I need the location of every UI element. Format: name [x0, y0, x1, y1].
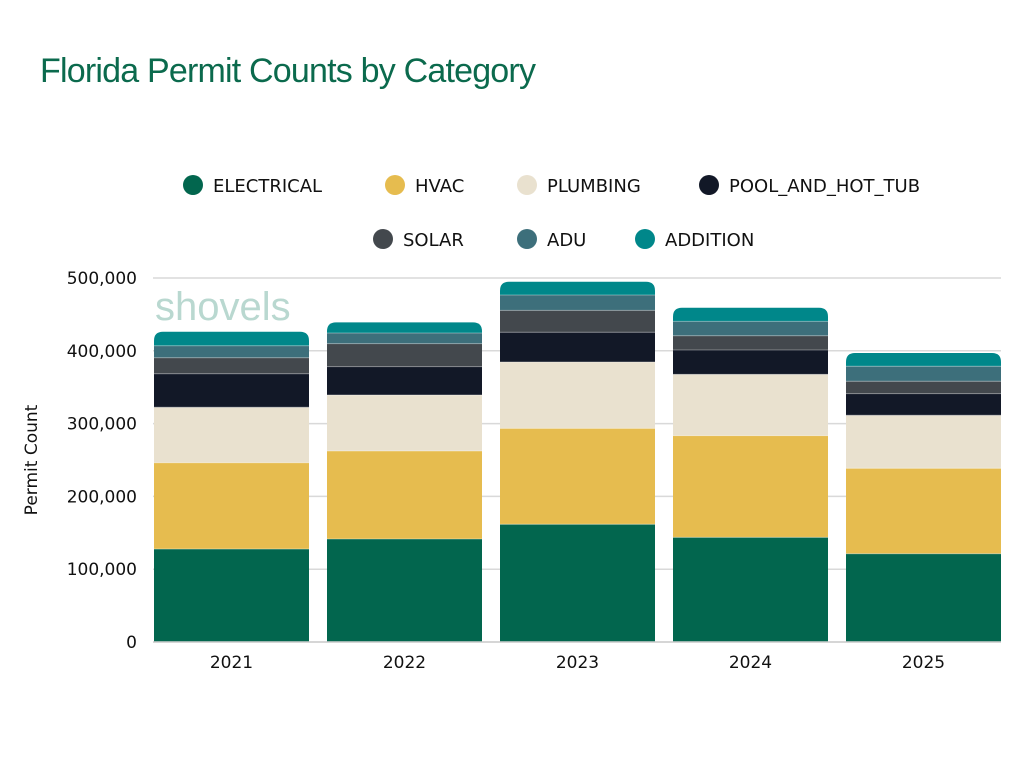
bar-segment-addition-2023[interactable]	[500, 281, 655, 296]
bar-segment-hvac-2025[interactable]	[846, 468, 1001, 554]
bar-segment-adu-2021[interactable]	[154, 345, 309, 358]
bar-segment-hvac-2022[interactable]	[327, 450, 482, 539]
bar-segment-pool_and_hot_tub-2022[interactable]	[327, 366, 482, 395]
x-tick-label: 2024	[729, 653, 772, 673]
y-tick-label: 200,000	[67, 487, 137, 507]
bar-segment-pool_and_hot_tub-2025[interactable]	[846, 393, 1001, 416]
bar-segment-pool_and_hot_tub-2021[interactable]	[154, 373, 309, 408]
x-tick-label: 2023	[556, 653, 599, 673]
bar-segment-plumbing-2024[interactable]	[673, 374, 828, 436]
legend-marker-hvac	[385, 175, 405, 195]
y-tick-label: 0	[126, 633, 137, 653]
bar-segment-electrical-2021[interactable]	[154, 549, 309, 642]
bar-segment-electrical-2025[interactable]	[846, 553, 1001, 642]
bar-segment-hvac-2023[interactable]	[500, 428, 655, 525]
legend-label-plumbing[interactable]: PLUMBING	[547, 176, 641, 197]
bar-segment-addition-2024[interactable]	[673, 307, 828, 322]
legend-label-adu[interactable]: ADU	[547, 230, 586, 251]
bar-segment-electrical-2024[interactable]	[673, 537, 828, 642]
bar-segment-addition-2022[interactable]	[327, 322, 482, 334]
bar-segment-solar-2023[interactable]	[500, 310, 655, 333]
legend-label-addition[interactable]: ADDITION	[665, 230, 754, 251]
bar-segment-plumbing-2025[interactable]	[846, 415, 1001, 469]
y-tick-label: 400,000	[67, 342, 137, 362]
legend-label-pool_and_hot_tub[interactable]: POOL_AND_HOT_TUB	[729, 176, 920, 197]
legend-marker-pool_and_hot_tub	[699, 175, 719, 195]
legend-label-solar[interactable]: SOLAR	[403, 230, 464, 251]
bar-segment-pool_and_hot_tub-2024[interactable]	[673, 349, 828, 375]
shovels-watermark-logo: shovels	[155, 285, 291, 329]
legend-marker-addition	[635, 229, 655, 249]
legend-label-electrical[interactable]: ELECTRICAL	[213, 176, 322, 197]
bar-segment-hvac-2021[interactable]	[154, 462, 309, 550]
bar-segment-solar-2021[interactable]	[154, 357, 309, 374]
y-tick-label: 300,000	[67, 415, 137, 435]
legend-marker-electrical	[183, 175, 203, 195]
legend-marker-plumbing	[517, 175, 537, 195]
bar-segment-addition-2021[interactable]	[154, 331, 309, 346]
legend-marker-adu	[517, 229, 537, 249]
bar-segment-adu-2023[interactable]	[500, 295, 655, 311]
x-tick-label: 2025	[902, 653, 945, 673]
bar-segment-electrical-2023[interactable]	[500, 524, 655, 642]
chart-title: Florida Permit Counts by Category	[40, 52, 536, 90]
y-tick-label: 500,000	[67, 269, 137, 289]
bar-segment-plumbing-2021[interactable]	[154, 407, 309, 463]
y-tick-label: 100,000	[67, 560, 137, 580]
bar-segment-plumbing-2023[interactable]	[500, 362, 655, 429]
bar-segment-hvac-2024[interactable]	[673, 435, 828, 538]
bar-segment-plumbing-2022[interactable]	[327, 394, 482, 451]
bar-segment-adu-2025[interactable]	[846, 366, 1001, 382]
x-tick-label: 2021	[210, 653, 253, 673]
bar-segment-addition-2025[interactable]	[846, 352, 1001, 367]
bar-segment-adu-2022[interactable]	[327, 333, 482, 344]
legend-label-hvac[interactable]: HVAC	[415, 176, 464, 197]
bar-segment-adu-2024[interactable]	[673, 321, 828, 336]
bar-segment-solar-2025[interactable]	[846, 381, 1001, 394]
y-axis-label: Permit Count	[22, 404, 42, 515]
bar-segment-solar-2024[interactable]	[673, 335, 828, 350]
bar-segment-electrical-2022[interactable]	[327, 538, 482, 642]
bar-segment-solar-2022[interactable]	[327, 343, 482, 367]
bar-segment-pool_and_hot_tub-2023[interactable]	[500, 332, 655, 363]
x-tick-label: 2022	[383, 653, 426, 673]
legend-marker-solar	[373, 229, 393, 249]
